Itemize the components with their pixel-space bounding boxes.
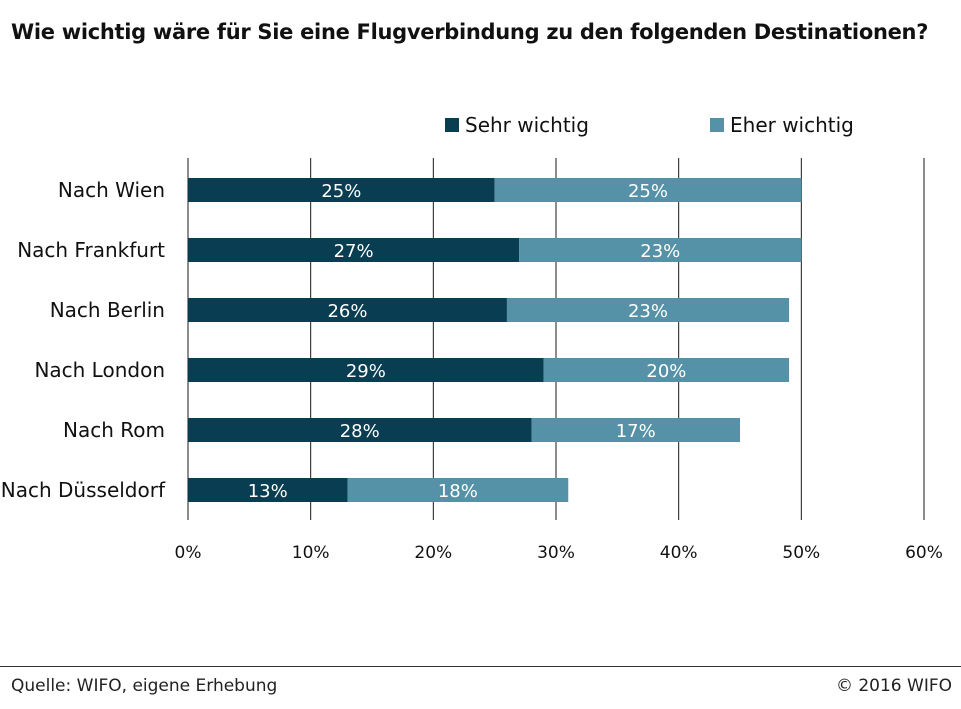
bar-segment-eher-wichtig [506,298,790,322]
category-label: Nach Rom [63,418,165,442]
bar-value-label: 27% [334,241,374,262]
bars [188,178,802,502]
bar-segment-eher-wichtig [347,478,569,502]
legend-label: Sehr wichtig [465,113,589,137]
bar-segment-sehr-wichtig [188,478,348,502]
category-label: Nach Wien [58,178,165,202]
bar-value-label: 18% [438,481,478,502]
bar-segment-sehr-wichtig [188,358,544,382]
bar-value-label: 29% [346,361,386,382]
source-note: Quelle: WIFO, eigene Erhebung [11,676,278,696]
bar-segment-sehr-wichtig [188,238,520,262]
bar-value-label: 25% [321,181,361,202]
legend-label: Eher wichtig [730,113,854,137]
bar-segment-eher-wichtig [543,358,790,382]
bar-segment-sehr-wichtig [188,178,495,202]
x-tick-label: 0% [175,543,202,563]
chart-title: Wie wichtig wäre für Sie eine Flugverbin… [11,20,929,44]
x-tick-labels: 0% 10% 20% 30% 40% 50% 60% [175,543,943,563]
category-label: Nach London [34,358,165,382]
gridlines [187,158,925,520]
x-tick-label: 50% [782,543,820,563]
data-labels: 25% 25% 27% 23% 26% 23% 29% 20% 28% 17% 13% 18% [248,181,687,502]
bar-value-label: 20% [646,361,686,382]
bar-value-label: 28% [340,421,380,442]
legend-swatch [710,118,724,132]
bar-segment-eher-wichtig [494,178,802,202]
bar-segment-eher-wichtig [519,238,802,262]
bar-value-label: 17% [616,421,656,442]
x-tick-label: 40% [660,543,698,563]
bar-value-label: 25% [628,181,668,202]
x-tick-label: 30% [537,543,575,563]
legend: Sehr wichtig Eher wichtig [445,113,854,137]
x-tick-label: 20% [414,543,452,563]
bar-value-label: 23% [628,301,668,322]
copyright-note: © 2016 WIFO [835,676,952,696]
bar-value-label: 13% [248,481,288,502]
x-tick-label: 60% [905,543,943,563]
category-label: Nach Düsseldorf [1,478,166,502]
category-label: Nach Frankfurt [17,238,165,262]
footer-divider [0,666,961,667]
bar-value-label: 23% [640,241,680,262]
bar-segment-sehr-wichtig [188,298,507,322]
category-labels: Nach Wien Nach Frankfurt Nach Berlin Nach L… [1,178,166,502]
x-tick-label: 10% [292,543,330,563]
legend-swatch [445,118,459,132]
bar-segment-eher-wichtig [531,418,740,442]
bar-segment-sehr-wichtig [188,418,532,442]
category-label: Nach Berlin [50,298,165,322]
bar-value-label: 26% [327,301,367,322]
